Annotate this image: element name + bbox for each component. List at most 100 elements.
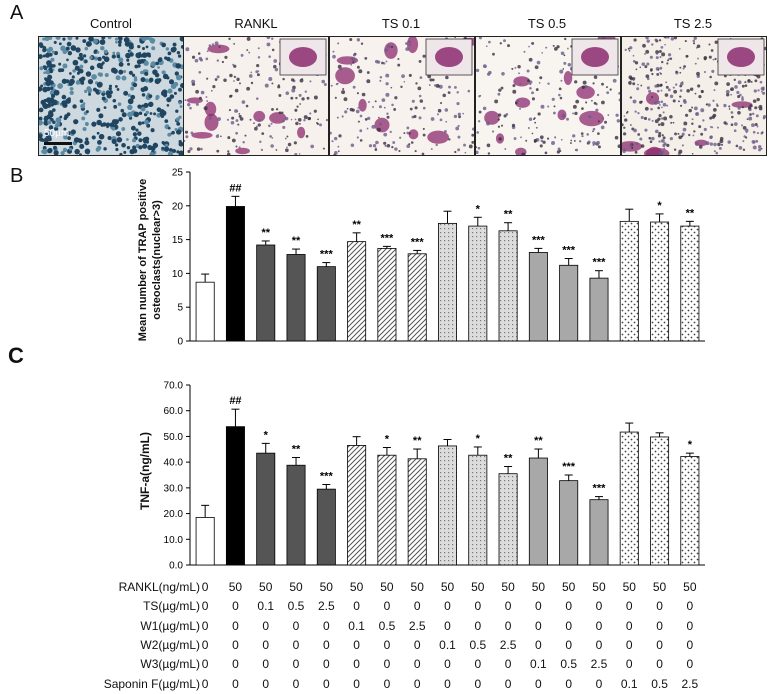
cell-dot — [277, 85, 281, 89]
cell-dot — [748, 116, 753, 121]
cell-nucleus — [150, 128, 155, 133]
cell-dot — [601, 82, 604, 86]
cell-dot — [343, 97, 348, 102]
cell-dot — [364, 56, 368, 60]
cell-dot — [238, 114, 242, 118]
cell-dot — [482, 64, 487, 69]
cell-dot — [654, 38, 658, 42]
cell-nucleus — [39, 54, 43, 60]
cell-dot — [660, 45, 664, 49]
table-cell: 0 — [565, 618, 573, 633]
cell-nucleus — [105, 122, 111, 128]
chart-b-significance-label: *** — [320, 249, 334, 261]
cell-dot — [254, 126, 258, 131]
chart-b-bar — [225, 206, 245, 342]
cell-nucleus — [71, 75, 75, 79]
cell-dot — [337, 150, 340, 153]
cell-nucleus — [103, 106, 107, 110]
cell-dot — [537, 112, 541, 116]
chart-c-bar — [589, 499, 609, 566]
chart-c-bar — [316, 488, 336, 566]
cell-dot — [678, 100, 680, 103]
cell-nucleus — [153, 112, 157, 116]
cell-dot — [200, 147, 203, 151]
cell-dot — [564, 37, 567, 41]
cell-nucleus — [79, 153, 82, 155]
cell-dot — [581, 134, 584, 138]
cell-dot — [368, 144, 373, 148]
cell-nucleus — [127, 93, 131, 97]
table-cell: 0 — [322, 637, 330, 652]
cell-dot — [389, 130, 392, 134]
cell-nucleus — [121, 112, 127, 118]
cell-dot — [718, 146, 722, 150]
cell-dot — [290, 96, 294, 100]
cell-dot — [403, 80, 406, 83]
chart-b-bar — [468, 225, 488, 342]
cell-dot — [528, 80, 533, 84]
table-cell: 0 — [535, 599, 542, 614]
cell-nucleus — [145, 45, 149, 49]
cell-dot — [332, 50, 335, 53]
cell-nucleus — [49, 97, 55, 102]
osteoclast — [579, 110, 605, 127]
cell-dot — [191, 79, 196, 84]
table-cell: 2.5 — [317, 599, 335, 614]
cell-nucleus — [155, 94, 160, 100]
cell-dot — [623, 115, 626, 117]
cell-dot — [747, 106, 752, 110]
cell-dot — [752, 130, 756, 134]
cell-nucleus — [97, 56, 102, 62]
cell-nucleus — [80, 76, 86, 82]
cell-dot — [737, 110, 741, 115]
caption-ts-2-5: TS 2.5 — [673, 16, 713, 31]
chart-c-significance-label: ## — [229, 395, 241, 407]
cell-dot — [217, 134, 219, 136]
cell-nucleus — [46, 103, 52, 108]
cell-dot — [673, 37, 678, 40]
cell-dot — [757, 89, 760, 92]
chart-c-ylabel: TNF-a(ng/mL) — [138, 432, 152, 510]
cell-dot — [397, 57, 400, 61]
cell-dot — [427, 74, 432, 79]
cell-dot — [239, 117, 244, 121]
cell-nucleus — [141, 47, 146, 51]
cell-dot — [714, 57, 717, 61]
cell-dot — [454, 85, 457, 89]
cell-dot — [710, 49, 714, 52]
cell-nucleus — [152, 69, 158, 75]
cell-dot — [410, 141, 414, 144]
cell-nucleus — [48, 125, 54, 130]
cell-nucleus — [138, 111, 143, 116]
cell-dot — [195, 89, 199, 94]
cell-nucleus — [88, 92, 92, 96]
cell-nucleus — [96, 131, 100, 135]
cell-dot — [297, 118, 302, 122]
cell-dot — [528, 117, 533, 121]
cell-dot — [453, 114, 458, 119]
cell-dot — [618, 98, 620, 102]
cell-nucleus — [83, 54, 87, 58]
cell-nucleus — [157, 66, 160, 69]
cell-dot — [757, 106, 761, 109]
table-cell: 2.5 — [681, 676, 699, 691]
cell-nucleus — [75, 80, 81, 85]
table-cell: 0 — [474, 618, 482, 633]
osteoclast — [204, 101, 217, 117]
cell-nucleus — [111, 67, 117, 74]
cell-nucleus — [85, 71, 92, 77]
table-cell: 0 — [383, 676, 391, 691]
cell-nucleus — [78, 52, 83, 57]
cell-dot — [261, 132, 265, 135]
table-cell: 0.1 — [439, 637, 456, 652]
cell-dot — [730, 123, 734, 127]
cell-nucleus — [115, 131, 122, 137]
cell-dot — [717, 142, 721, 147]
cell-dot — [634, 110, 637, 113]
cell-dot — [337, 145, 340, 148]
cell-nucleus — [132, 148, 138, 154]
cell-dot — [760, 147, 763, 150]
cell-dot — [285, 148, 289, 153]
cell-dot — [229, 73, 233, 78]
cell-dot — [406, 126, 410, 130]
